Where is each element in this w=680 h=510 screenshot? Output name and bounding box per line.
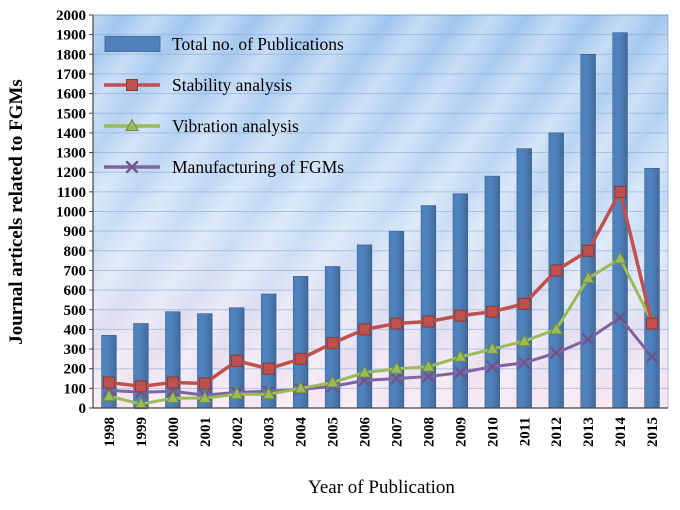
svg-text:1300: 1300 — [56, 146, 86, 162]
svg-text:1999: 1999 — [134, 417, 150, 447]
svg-text:600: 600 — [64, 283, 87, 299]
svg-text:2014: 2014 — [613, 417, 629, 448]
svg-text:400: 400 — [64, 322, 87, 338]
svg-text:2015: 2015 — [645, 417, 661, 447]
svg-text:1100: 1100 — [57, 185, 86, 201]
legend-item-2: Vibration analysis — [104, 113, 344, 139]
x-axis-title: Year of Publication — [308, 477, 455, 498]
legend-item-1: Stability analysis — [104, 72, 344, 98]
legend-label-1: Stability analysis — [172, 74, 293, 95]
legend-item-3: Manufacturing of FGMs — [104, 154, 344, 180]
svg-text:1900: 1900 — [56, 28, 86, 44]
x-axis-tick-labels: 1998 1999 2000 2001 2002 2003 2004 2005 2006 2007… — [102, 417, 661, 448]
svg-text:2002: 2002 — [230, 417, 246, 447]
line-series-1 — [102, 185, 659, 393]
svg-text:1200: 1200 — [56, 165, 86, 181]
svg-text:2007: 2007 — [389, 417, 405, 448]
svg-text:2009: 2009 — [453, 417, 469, 447]
x-marker-icon — [104, 160, 160, 174]
svg-text:200: 200 — [64, 362, 87, 378]
svg-text:1800: 1800 — [56, 47, 86, 63]
y-axis-tick-labels: 0 100 200 300 400 500 600 700 800 900 1000 1100 1200… — [56, 8, 93, 417]
svg-text:2008: 2008 — [421, 417, 437, 447]
svg-text:2006: 2006 — [358, 417, 374, 448]
legend-label-2: Vibration analysis — [172, 115, 299, 136]
svg-text:1700: 1700 — [56, 67, 86, 83]
svg-text:900: 900 — [64, 224, 87, 240]
gridlines — [93, 14, 668, 389]
legend-label-0: Total no. of Publications — [172, 33, 344, 54]
svg-text:2000: 2000 — [56, 8, 86, 24]
svg-text:2011: 2011 — [517, 417, 533, 446]
svg-text:500: 500 — [64, 303, 87, 319]
svg-text:700: 700 — [64, 263, 87, 279]
square-marker-icon — [104, 79, 160, 91]
svg-text:1998: 1998 — [102, 417, 118, 447]
legend-item-0: Total no. of Publications — [104, 31, 344, 57]
svg-text:2005: 2005 — [326, 417, 342, 447]
svg-text:1000: 1000 — [56, 205, 86, 221]
svg-text:2000: 2000 — [166, 417, 182, 447]
triangle-marker-icon — [104, 118, 160, 131]
svg-text:1400: 1400 — [56, 126, 86, 142]
legend-label-3: Manufacturing of FGMs — [172, 156, 345, 177]
y-axis-title: Journal articels related to FGMs — [6, 79, 27, 345]
svg-text:2004: 2004 — [294, 417, 310, 448]
svg-text:2010: 2010 — [485, 417, 501, 447]
svg-text:800: 800 — [64, 244, 87, 260]
line-series-2 — [102, 251, 659, 410]
svg-text:300: 300 — [64, 342, 87, 358]
svg-text:1500: 1500 — [56, 106, 86, 122]
bar-swatch-icon — [104, 36, 161, 52]
svg-text:1600: 1600 — [56, 87, 86, 103]
svg-text:2001: 2001 — [198, 417, 214, 447]
svg-text:2012: 2012 — [549, 417, 565, 447]
svg-text:2013: 2013 — [581, 417, 597, 447]
svg-text:0: 0 — [79, 401, 87, 417]
legend: Total no. of Publications Stability analy… — [104, 31, 344, 195]
svg-text:2003: 2003 — [262, 417, 278, 447]
svg-text:100: 100 — [64, 381, 87, 397]
